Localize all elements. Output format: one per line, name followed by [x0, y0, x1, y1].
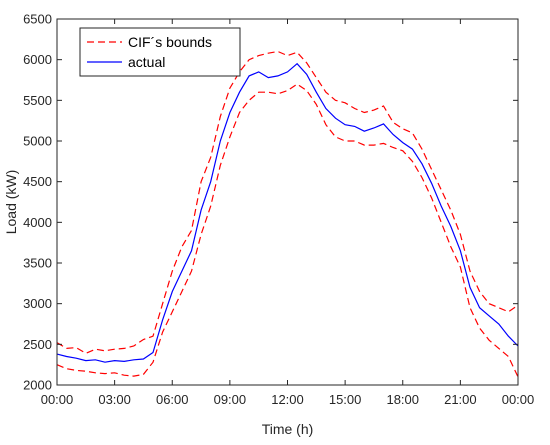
y-axis: 2000 2500 3000 3500 4000 4500 5000 5500 6000 6500	[23, 12, 518, 393]
x-tick-label: 12:00	[271, 392, 304, 407]
x-axis: 00:00 03:00 06:00 09:00 12:00 15:00 18:00 21:00…	[41, 19, 535, 407]
y-tick-label: 4500	[23, 174, 52, 189]
y-tick-label: 3500	[23, 256, 52, 271]
series-actual	[56, 62, 519, 363]
legend-box	[79, 27, 241, 77]
plot-lines	[56, 50, 519, 378]
y-tick-label: 4000	[23, 215, 52, 230]
legend-label-bounds: CIF´s bounds	[128, 34, 212, 50]
y-axis-title: Load (kW)	[3, 170, 19, 235]
x-axis-title: Time (h)	[262, 421, 314, 437]
series-lower-bound	[56, 83, 519, 378]
y-tick-label: 5500	[23, 93, 52, 108]
x-tick-label: 09:00	[214, 392, 247, 407]
x-tick-label: 00:00	[41, 392, 74, 407]
y-tick-label: 3000	[23, 296, 52, 311]
x-tick-label: 06:00	[156, 392, 189, 407]
y-tick-label: 2500	[23, 337, 52, 352]
x-tick-label: 21:00	[444, 392, 477, 407]
y-tick-label: 6500	[23, 12, 52, 27]
y-tick-label: 5000	[23, 134, 52, 149]
x-tick-label: 18:00	[386, 392, 419, 407]
x-tick-label: 00:00	[502, 392, 535, 407]
y-tick-label: 6000	[23, 52, 52, 67]
legend-label-actual: actual	[128, 54, 165, 70]
x-tick-label: 03:00	[98, 392, 131, 407]
legend: CIF´s bounds actual	[79, 27, 241, 77]
series-upper-bound	[56, 50, 519, 354]
y-tick-label: 2000	[23, 378, 52, 393]
x-tick-label: 15:00	[329, 392, 362, 407]
